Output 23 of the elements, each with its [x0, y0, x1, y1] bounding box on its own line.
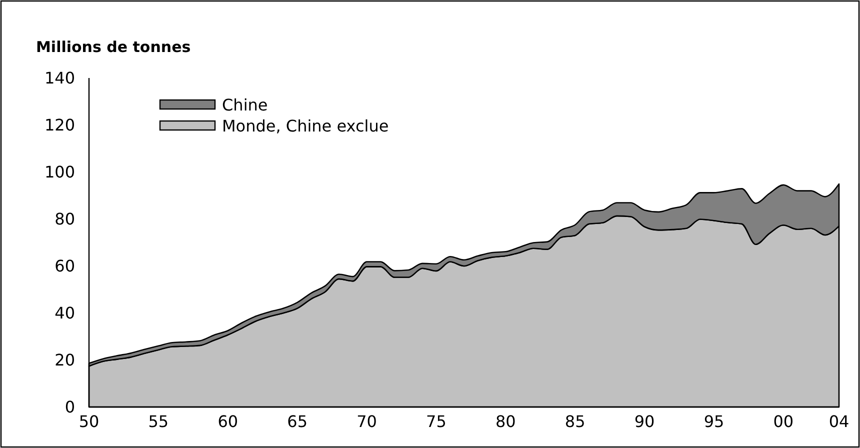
x-tick-label: 00 — [773, 412, 794, 431]
legend-label: Monde, Chine exclue — [222, 116, 389, 136]
y-tick-label: 60 — [54, 256, 75, 276]
y-tick-label: 40 — [54, 304, 75, 323]
x-tick-label: 50 — [78, 412, 100, 431]
y-tick-label: 80 — [54, 210, 75, 229]
x-tick-label: 95 — [704, 412, 724, 431]
x-tick-label: 90 — [634, 412, 655, 431]
y-tick-label: 140 — [44, 68, 75, 88]
chart-title: Millions de tonnes — [36, 38, 191, 56]
x-tick-label: 65 — [287, 412, 308, 431]
x-tick-label: 04 — [828, 412, 850, 431]
y-tick-label: 20 — [54, 350, 75, 370]
y-tick-label: 120 — [44, 116, 75, 135]
x-tick-label: 80 — [495, 412, 516, 431]
x-tick-label: 60 — [218, 412, 238, 431]
x-tick-label: 75 — [426, 412, 446, 431]
y-tick-label: 0 — [64, 398, 75, 417]
x-tick-label: 70 — [356, 412, 377, 431]
x-tick-label: 85 — [564, 412, 586, 431]
x-tick-label: 55 — [148, 412, 169, 431]
legend-label: Chine — [222, 96, 268, 115]
y-tick-label: 100 — [44, 162, 75, 182]
